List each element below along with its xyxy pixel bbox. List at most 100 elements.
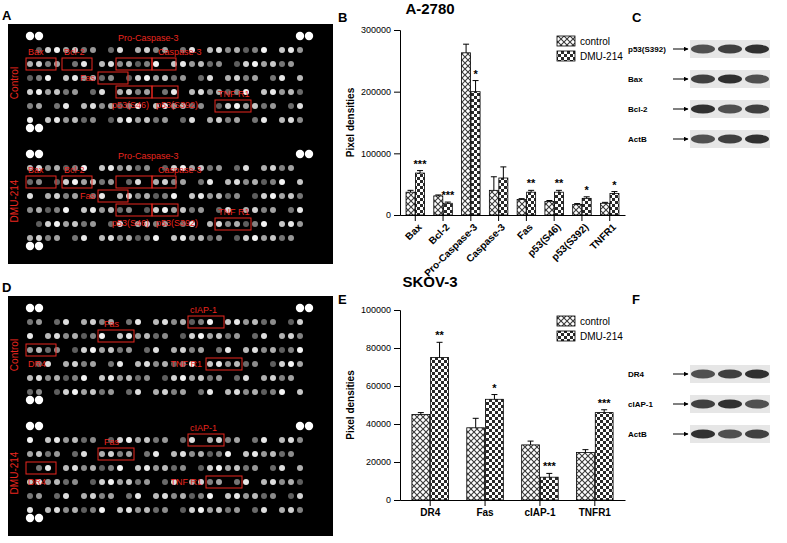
- array-spot: [162, 507, 168, 513]
- array-spot: [279, 165, 285, 171]
- array-spot: [243, 221, 249, 227]
- reference-spot: [296, 32, 304, 40]
- array-spot: [216, 235, 222, 241]
- error-stem: [494, 395, 495, 400]
- x-tick-mark: [581, 215, 582, 221]
- bar: [517, 200, 526, 215]
- y-tick: 60000: [366, 381, 400, 391]
- blot-strip: [690, 40, 770, 58]
- error-cap: [445, 202, 451, 203]
- array-spot: [117, 193, 123, 199]
- array-spot: [153, 437, 159, 443]
- array-spot: [162, 375, 168, 381]
- array-spot: [279, 235, 285, 241]
- array-spot: [216, 437, 222, 443]
- array-spot: [135, 75, 141, 81]
- array-spot: [54, 179, 60, 185]
- array-spot: [288, 347, 294, 353]
- x-tick-mark: [485, 500, 486, 506]
- array-spot: [27, 507, 33, 513]
- array-spot: [261, 451, 267, 457]
- array-spot: [288, 437, 294, 443]
- array-spot: [54, 451, 60, 457]
- blot-arrow: [673, 49, 688, 50]
- array-spot: [126, 479, 132, 485]
- legend-swatch: [557, 36, 575, 46]
- array-spot: [45, 347, 51, 353]
- x-tick-label: Fas: [515, 221, 535, 241]
- array-spot: [279, 451, 285, 457]
- array-spot: [171, 235, 177, 241]
- array-box-label: p53(S392): [156, 218, 198, 228]
- array-spot: [144, 235, 150, 241]
- array-spot: [72, 61, 78, 67]
- bar: [467, 428, 485, 500]
- blot-band: [745, 45, 769, 54]
- array-spot: [225, 179, 231, 185]
- y-tick: 200000: [361, 87, 400, 97]
- array-spot: [81, 103, 87, 109]
- y-tick-mark: [394, 386, 400, 387]
- bar: [573, 205, 582, 215]
- array-spot: [108, 451, 114, 457]
- array-spot: [90, 333, 96, 339]
- array-spot: [27, 347, 33, 353]
- significance: **: [527, 177, 536, 189]
- array-spot: [243, 361, 249, 367]
- array-spot: [36, 179, 42, 185]
- reference-spot: [26, 514, 34, 522]
- array-spot: [63, 89, 69, 95]
- array-box: [206, 358, 242, 370]
- array-spots: [26, 422, 313, 522]
- array-spot: [135, 493, 141, 499]
- array-spot: [135, 465, 141, 471]
- x-tick-label: TNFR1: [579, 507, 612, 518]
- array-spot: [117, 465, 123, 471]
- reference-spot: [296, 150, 304, 158]
- array-spot: [108, 179, 114, 185]
- array-spot: [297, 437, 303, 443]
- array-spot: [45, 61, 51, 67]
- y-tick: 300000: [361, 25, 400, 35]
- bar: [486, 399, 504, 500]
- array-spot: [36, 319, 42, 325]
- array-spot: [81, 437, 87, 443]
- array-spot: [36, 235, 42, 241]
- array-spot: [117, 361, 123, 367]
- figure: A-2780AControlBaxBcl-2Pro-Caspase-3Caspa…: [0, 0, 787, 543]
- reference-spot: [26, 124, 34, 132]
- array-spot: [108, 375, 114, 381]
- array-spot: [270, 179, 276, 185]
- array-spot: [54, 235, 60, 241]
- array-spot: [288, 319, 294, 325]
- error-bar: [519, 198, 525, 200]
- array-box: [98, 190, 128, 202]
- array-spot: [270, 347, 276, 353]
- array-box: [98, 72, 128, 84]
- array-spot: [252, 451, 258, 457]
- x-tick-label: Fas: [476, 507, 494, 518]
- array-spot: [207, 479, 213, 485]
- array-box: [116, 58, 152, 70]
- array-spot: [36, 221, 42, 227]
- blot-strip: [690, 130, 770, 148]
- array-spot: [180, 347, 186, 353]
- array-spot: [225, 361, 231, 367]
- array-spot: [99, 207, 105, 213]
- x-tick-label: DR4: [420, 507, 440, 518]
- array-box-label: DR4: [28, 477, 46, 487]
- array-spot: [252, 193, 258, 199]
- reference-spot: [305, 304, 313, 312]
- array-spot: [288, 235, 294, 241]
- array-spot: [135, 361, 141, 367]
- array-spot: [36, 389, 42, 395]
- array-spot: [108, 61, 114, 67]
- array-spot: [99, 333, 105, 339]
- array-box-label: Fas: [80, 191, 96, 201]
- array-spot: [153, 361, 159, 367]
- error-cap: [601, 409, 607, 410]
- array-spot: [234, 507, 240, 513]
- blot-strip: [690, 100, 770, 118]
- array-spot: [207, 451, 213, 457]
- array-spot: [144, 207, 150, 213]
